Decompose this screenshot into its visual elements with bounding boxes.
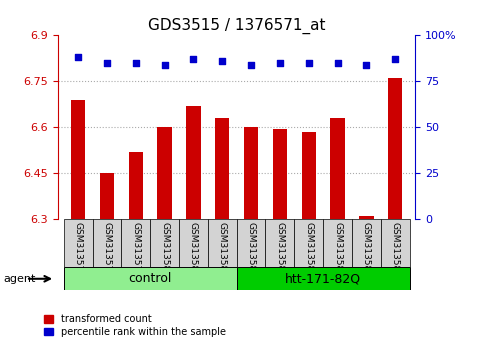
FancyBboxPatch shape (266, 219, 294, 267)
Bar (301, 132, 316, 219)
Legend: transformed count, percentile rank within the sample: transformed count, percentile rank withi… (43, 314, 226, 337)
Point (74, 55, 82, 60)
FancyBboxPatch shape (121, 219, 150, 267)
Point (276, 60, 284, 66)
Text: GSM313581: GSM313581 (189, 222, 198, 277)
Title: GDS3515 / 1376571_at: GDS3515 / 1376571_at (148, 18, 326, 34)
Text: agent: agent (3, 274, 35, 284)
Bar (186, 106, 200, 219)
FancyBboxPatch shape (179, 219, 208, 267)
Text: GSM313584: GSM313584 (275, 222, 284, 277)
Bar (71, 100, 85, 219)
Text: GSM313578: GSM313578 (102, 222, 112, 277)
Text: GSM313580: GSM313580 (160, 222, 169, 277)
Text: htt-171-82Q: htt-171-82Q (285, 272, 361, 285)
Text: GSM313579: GSM313579 (131, 222, 140, 277)
Text: GSM313588: GSM313588 (391, 222, 400, 277)
Text: GSM313582: GSM313582 (218, 222, 227, 277)
FancyBboxPatch shape (294, 219, 323, 267)
Text: GSM313583: GSM313583 (247, 222, 256, 277)
Point (363, 62, 370, 68)
Bar (244, 127, 258, 219)
Text: GSM313586: GSM313586 (333, 222, 342, 277)
FancyBboxPatch shape (208, 219, 237, 267)
FancyBboxPatch shape (93, 219, 121, 267)
FancyBboxPatch shape (352, 219, 381, 267)
Text: control: control (128, 272, 172, 285)
Bar (273, 129, 287, 219)
FancyBboxPatch shape (323, 219, 352, 267)
Text: GSM313587: GSM313587 (362, 222, 371, 277)
Point (103, 60, 111, 66)
Bar (359, 216, 373, 219)
Bar (215, 118, 229, 219)
Point (247, 62, 255, 68)
Bar (128, 152, 143, 219)
Point (132, 60, 140, 66)
FancyBboxPatch shape (64, 219, 93, 267)
Point (189, 57, 197, 62)
Text: GSM313585: GSM313585 (304, 222, 313, 277)
Bar (157, 127, 172, 219)
Point (218, 58, 226, 64)
FancyBboxPatch shape (237, 219, 266, 267)
Bar (388, 78, 402, 219)
FancyBboxPatch shape (381, 219, 410, 267)
Point (305, 60, 313, 66)
Bar (330, 118, 345, 219)
Point (161, 62, 169, 68)
Point (334, 60, 341, 66)
FancyBboxPatch shape (237, 267, 410, 290)
Point (391, 57, 399, 62)
Text: GSM313577: GSM313577 (73, 222, 83, 277)
FancyBboxPatch shape (150, 219, 179, 267)
FancyBboxPatch shape (64, 267, 237, 290)
Bar (100, 173, 114, 219)
